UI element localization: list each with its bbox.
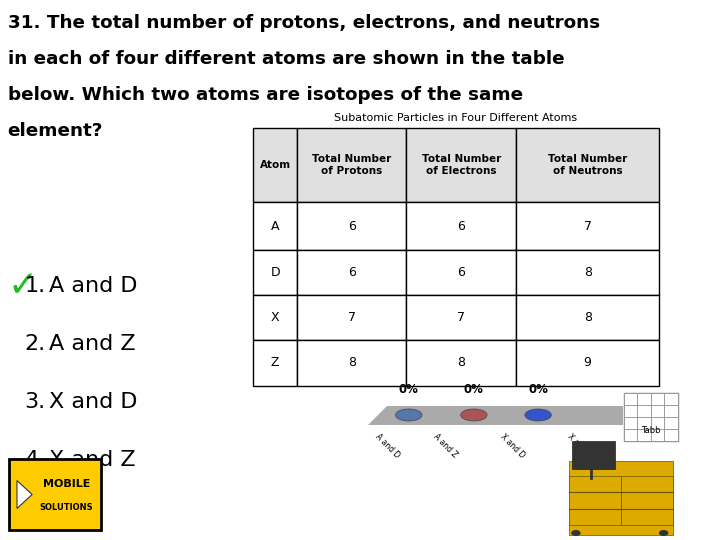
Text: 8: 8	[348, 356, 356, 369]
Text: Tabb: Tabb	[641, 426, 661, 435]
Text: X and Z: X and Z	[566, 432, 593, 460]
Text: 3.: 3.	[24, 392, 45, 412]
Ellipse shape	[395, 409, 422, 421]
Text: A: A	[271, 219, 279, 233]
Bar	[651, 393, 665, 405]
Bar	[637, 393, 651, 405]
Text: Total Number
of Protons: Total Number of Protons	[312, 154, 391, 176]
Text: 0%: 0%	[399, 383, 419, 396]
Bar	[624, 405, 637, 417]
Ellipse shape	[525, 409, 552, 421]
Bar	[516, 340, 659, 386]
Bar	[297, 250, 406, 295]
Bar	[665, 405, 678, 417]
Text: 7: 7	[348, 311, 356, 324]
Text: 6: 6	[348, 266, 356, 279]
Polygon shape	[368, 406, 623, 425]
Bar	[637, 405, 651, 417]
Text: Subatomic Particles in Four Different Atoms: Subatomic Particles in Four Different At…	[334, 113, 577, 123]
Bar	[572, 441, 615, 469]
Bar	[570, 461, 673, 535]
Bar	[253, 295, 297, 340]
Bar	[624, 393, 678, 441]
Bar	[516, 295, 659, 340]
Text: 0%: 0%	[464, 383, 484, 396]
Bar	[665, 393, 678, 405]
Bar	[570, 476, 621, 525]
Text: 6: 6	[457, 266, 465, 279]
Text: D: D	[271, 266, 280, 279]
Text: A and Z: A and Z	[49, 334, 135, 354]
Bar	[651, 429, 665, 441]
Text: MOBILE: MOBILE	[42, 479, 90, 489]
Bar	[406, 202, 516, 250]
Bar	[297, 128, 406, 202]
Text: 9: 9	[584, 356, 592, 369]
Text: X and Z: X and Z	[49, 450, 135, 470]
Text: element?: element?	[7, 122, 103, 140]
Bar	[637, 417, 651, 429]
Text: X: X	[271, 311, 279, 324]
Bar	[406, 340, 516, 386]
Text: X and D: X and D	[49, 392, 138, 412]
Text: 1.: 1.	[24, 276, 45, 296]
Text: A and Z: A and Z	[432, 432, 459, 460]
Text: 2.: 2.	[24, 334, 45, 354]
Text: 0%: 0%	[528, 383, 548, 396]
Bar	[516, 250, 659, 295]
Bar	[406, 128, 516, 202]
Bar	[516, 202, 659, 250]
Text: ✓: ✓	[7, 269, 38, 303]
Text: in each of four different atoms are shown in the table: in each of four different atoms are show…	[7, 50, 564, 68]
Text: 31. The total number of protons, electrons, and neutrons: 31. The total number of protons, electro…	[7, 14, 600, 32]
Bar	[253, 250, 297, 295]
Text: SOLUTIONS: SOLUTIONS	[40, 503, 93, 512]
Bar	[516, 128, 659, 202]
Bar	[297, 202, 406, 250]
Bar	[253, 340, 297, 386]
Text: 7: 7	[584, 219, 592, 233]
Bar	[406, 295, 516, 340]
Text: 7: 7	[457, 311, 465, 324]
Bar	[651, 417, 665, 429]
Text: 8: 8	[584, 266, 592, 279]
Bar	[637, 429, 651, 441]
Text: Total Number
of Electrons: Total Number of Electrons	[421, 154, 501, 176]
Bar	[297, 340, 406, 386]
Text: 6: 6	[457, 219, 465, 233]
Bar	[621, 476, 673, 525]
Text: 8: 8	[584, 311, 592, 324]
Text: A and D: A and D	[374, 432, 402, 460]
Bar	[624, 417, 637, 429]
Bar	[665, 429, 678, 441]
Bar	[665, 417, 678, 429]
Bar	[651, 405, 665, 417]
Bar	[624, 393, 637, 405]
Text: 6: 6	[348, 219, 356, 233]
Bar	[406, 250, 516, 295]
Text: 8: 8	[457, 356, 465, 369]
Bar	[9, 459, 101, 530]
Ellipse shape	[461, 409, 487, 421]
Polygon shape	[17, 481, 32, 509]
Text: A and D: A and D	[49, 276, 138, 296]
Text: Total Number
of Neutrons: Total Number of Neutrons	[548, 154, 627, 176]
Text: Atom: Atom	[260, 160, 291, 170]
Text: 4.: 4.	[24, 450, 45, 470]
Bar	[624, 429, 637, 441]
Text: below. Which two atoms are isotopes of the same: below. Which two atoms are isotopes of t…	[7, 86, 523, 104]
Text: X and D: X and D	[499, 432, 526, 460]
Bar	[253, 202, 297, 250]
Bar	[297, 295, 406, 340]
FancyBboxPatch shape	[253, 128, 659, 202]
Text: Z: Z	[271, 356, 279, 369]
Ellipse shape	[659, 530, 668, 536]
Bar	[253, 128, 297, 202]
Ellipse shape	[571, 530, 580, 536]
